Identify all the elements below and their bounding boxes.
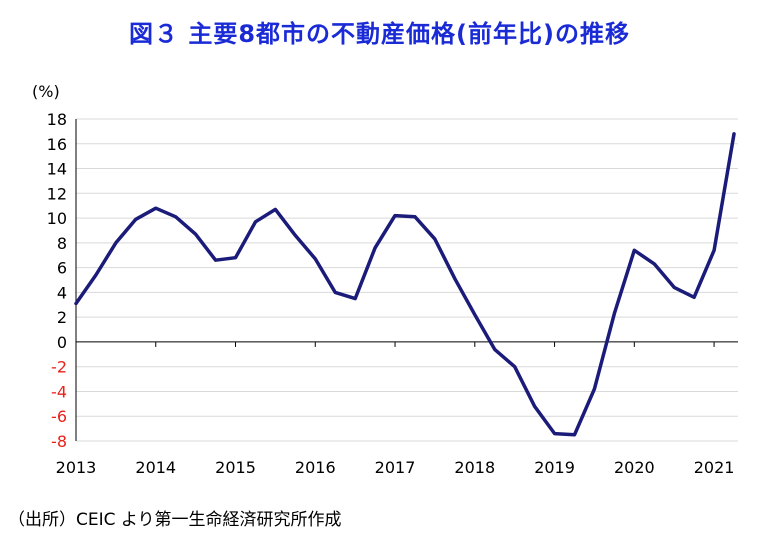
y-tick-label: 2 bbox=[57, 308, 67, 327]
y-tick-label: -8 bbox=[51, 432, 67, 451]
series-group bbox=[74, 132, 736, 437]
y-tick-label: 16 bbox=[47, 135, 67, 154]
source-note: （出所）CEIC より第一生命経済研究所作成 bbox=[8, 510, 342, 530]
x-tick-label: 2014 bbox=[135, 458, 176, 477]
y-tick-label: -4 bbox=[51, 382, 67, 401]
x-tick-label: 2017 bbox=[375, 458, 416, 477]
y-tick-label: 14 bbox=[47, 160, 67, 179]
x-tick-label: 2021 bbox=[694, 458, 735, 477]
series-line bbox=[74, 132, 736, 437]
x-tick-label: 2015 bbox=[215, 458, 256, 477]
axes bbox=[75, 119, 738, 441]
x-tick-label: 2020 bbox=[614, 458, 655, 477]
x-tick-label: 2019 bbox=[534, 458, 575, 477]
y-tick-label: 10 bbox=[47, 209, 67, 228]
grid-lines bbox=[76, 118, 738, 442]
chart-title: 図３ 主要8都市の不動産価格(前年比)の推移 bbox=[129, 20, 630, 48]
y-tick-labels: -8 -6 -4 -2 0 2 4 6 8 10 12 14 16 18 bbox=[47, 110, 67, 451]
y-tick-label: 6 bbox=[57, 259, 67, 278]
y-tick-label: 18 bbox=[47, 110, 67, 129]
x-tick-label: 2013 bbox=[56, 458, 97, 477]
y-tick-label: -2 bbox=[51, 358, 67, 377]
y-tick-label: -6 bbox=[51, 407, 67, 426]
y-tick-label: 4 bbox=[57, 283, 67, 302]
y-tick-label: 0 bbox=[57, 333, 67, 352]
y-tick-label: 12 bbox=[47, 184, 67, 203]
x-tick-label: 2018 bbox=[454, 458, 495, 477]
y-axis-label: (%) bbox=[32, 82, 60, 101]
x-tick-label: 2016 bbox=[295, 458, 336, 477]
x-tick-labels: 2013 2014 2015 2016 2017 2018 2019 2020 2021 bbox=[56, 458, 735, 477]
y-tick-label: 8 bbox=[57, 234, 67, 253]
